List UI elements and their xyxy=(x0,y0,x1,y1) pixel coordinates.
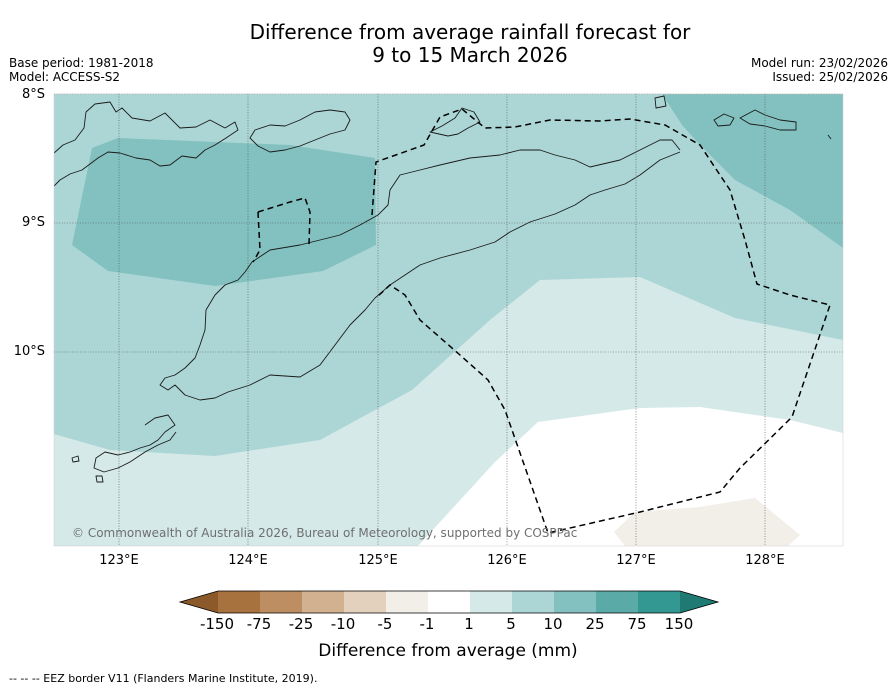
lon-label-124e: 124°E xyxy=(228,553,268,568)
colorbar-tick-label: 25 xyxy=(585,615,605,633)
lon-label-127e: 127°E xyxy=(616,553,656,568)
colorbar-tick-label: 10 xyxy=(543,615,563,633)
model-run-text: Model run: 23/02/2026 xyxy=(750,56,888,70)
lon-label-128e: 128°E xyxy=(745,553,785,568)
coastline-islet-5 xyxy=(739,109,797,131)
coastline-islet-4 xyxy=(713,113,735,127)
lat-label-9s: 9°S xyxy=(21,215,45,230)
colorbar-tick-label: -1 xyxy=(419,615,435,633)
colorbar-extend-high xyxy=(680,591,718,613)
lat-label-10s: 10°S xyxy=(13,344,45,359)
colorbar-segment-11 xyxy=(638,591,680,613)
eez-border-west xyxy=(252,211,261,263)
model-text: Model: ACCESS-S2 xyxy=(9,70,121,84)
colorbar-segment-4 xyxy=(344,591,386,613)
eez-border-west-2 xyxy=(257,197,311,246)
colorbar xyxy=(178,590,720,614)
colorbar-outline xyxy=(178,590,720,614)
colorbar-tick-label: 150 xyxy=(664,615,694,633)
colorbar-tick-label: 5 xyxy=(506,615,516,633)
coastline-rote xyxy=(93,414,177,473)
colorbar-tick-label: -25 xyxy=(288,615,314,633)
colorbar-tick-label: -75 xyxy=(246,615,272,633)
colorbar-segment-8 xyxy=(512,591,554,613)
eez-border-main xyxy=(371,108,831,534)
colorbar-segment-1 xyxy=(218,591,260,613)
title-line-1: Difference from average rainfall forecas… xyxy=(249,20,691,44)
issued-text: Issued: 25/02/2026 xyxy=(772,70,888,84)
coastlines xyxy=(54,95,832,483)
coastline-islet-1 xyxy=(71,455,80,463)
colorbar-title: Difference from average (mm) xyxy=(318,641,578,661)
colorbar-segment-7 xyxy=(470,591,512,613)
title-line-2: 9 to 15 March 2026 xyxy=(372,43,568,67)
copyright-text: © Commonwealth of Australia 2026, Bureau… xyxy=(72,526,578,540)
base-period-text: Base period: 1981-2018 xyxy=(9,56,154,70)
map-layers xyxy=(54,94,843,546)
eez-borders xyxy=(252,108,831,534)
coastline-north-island xyxy=(429,107,481,137)
coastline-flores-alor xyxy=(54,101,239,187)
meta-right: Model run: 23/02/2026 Issued: 25/02/2026 xyxy=(751,56,888,84)
colorbar-tick-label: -10 xyxy=(330,615,356,633)
region-neg-5-1 xyxy=(614,498,800,546)
eez-border-note: -- -- -- EEZ border V11 (Flanders Marine… xyxy=(9,672,318,685)
lon-label-123e: 123°E xyxy=(99,553,139,568)
coastline-islet-3 xyxy=(654,95,667,109)
coastline-islet-6 xyxy=(827,134,832,140)
colorbar-segment-3 xyxy=(302,591,344,613)
colorbar-extend-low xyxy=(180,591,218,613)
lat-label-8s: 8°S xyxy=(21,87,45,102)
colorbar-segment-2 xyxy=(260,591,302,613)
colorbar-tick-label: -150 xyxy=(199,615,235,633)
colorbar-segment-6 xyxy=(428,591,470,613)
colorbar-tick-label: 1 xyxy=(464,615,474,633)
lon-label-126e: 126°E xyxy=(487,553,527,568)
coastline-wetar-north xyxy=(249,109,351,153)
region-pos-10-25-west xyxy=(72,138,376,286)
colorbar-segment-9 xyxy=(554,591,596,613)
coastline-timor xyxy=(159,139,681,401)
coastline-islet-2 xyxy=(95,475,104,483)
region-pos-10-25-east xyxy=(662,94,843,248)
colorbar-tick-label: -5 xyxy=(377,615,393,633)
colorbar-segment-10 xyxy=(596,591,638,613)
map-frame xyxy=(53,93,844,547)
colorbar-tick-label: 75 xyxy=(627,615,647,633)
colorbar-segment-5 xyxy=(386,591,428,613)
lon-label-125e: 125°E xyxy=(358,553,398,568)
meta-left: Base period: 1981-2018 Model: ACCESS-S2 xyxy=(9,56,154,84)
